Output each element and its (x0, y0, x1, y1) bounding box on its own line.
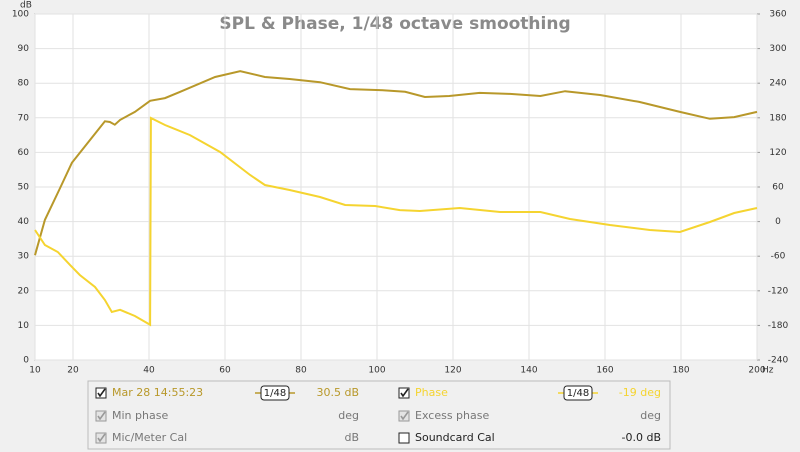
y-tick-label: 20 (18, 286, 30, 296)
x-tick-label: 20 (67, 366, 79, 376)
legend-reading: deg (640, 409, 661, 422)
legend-label: Min phase (112, 409, 168, 422)
checkbox[interactable] (95, 410, 107, 422)
x-tick-label: 10 (29, 366, 41, 376)
y2-tick-label: -240 (768, 356, 789, 366)
y2-tick-label: -120 (768, 286, 789, 296)
legend-reading: 30.5 dB (316, 386, 359, 399)
checkmark (97, 388, 106, 398)
x-tick-label: 180 (672, 366, 689, 376)
x-tick-label: 200 (748, 366, 765, 376)
y-tick-label: 70 (18, 113, 30, 123)
x-tick-label: 40 (143, 366, 155, 376)
checkbox[interactable] (398, 387, 410, 399)
y-tick-label: 80 (18, 79, 30, 89)
y-tick-label: 50 (18, 183, 30, 193)
y2-tick-label: 360 (769, 10, 786, 20)
y-tick-label: 10 (18, 321, 30, 331)
smoothing-badge[interactable] (563, 385, 593, 401)
legend-label: Excess phase (415, 409, 489, 422)
series-line (34, 116, 758, 327)
legend-label: Phase (415, 386, 448, 399)
checkmark (400, 411, 409, 421)
smoothing-label: 1/48 (264, 388, 286, 399)
checkbox[interactable] (95, 387, 107, 399)
legend-label: Soundcard Cal (415, 431, 495, 444)
y2-tick-label: 300 (769, 44, 786, 54)
legend-reading: -0.0 dB (622, 431, 662, 444)
y-tick-label: 30 (18, 252, 30, 262)
chart-title: SPL & Phase, 1/48 octave smoothing (219, 14, 570, 34)
y-tick-label: 100 (12, 10, 29, 20)
x-tick-label: 60 (219, 366, 231, 376)
legend-reading: deg (338, 409, 359, 422)
y-tick-label: 60 (18, 148, 30, 158)
checkmark (97, 433, 106, 443)
legend-rows: Mar 28 14:55:23 1/48 30.5 dB Phase 1/48 -19 d… (95, 385, 662, 444)
y-tick-label: 40 (18, 217, 30, 227)
smoothing-label: 1/48 (567, 388, 589, 399)
x-tick-label: 80 (295, 366, 307, 376)
checkbox[interactable] (398, 432, 410, 444)
y-tick-label: 0 (23, 356, 29, 366)
x-tick-label: 120 (444, 366, 461, 376)
x-tick-label: 140 (520, 366, 537, 376)
legend-label: Mar 28 14:55:23 (112, 386, 203, 399)
x-tick-label: 100 (368, 366, 385, 376)
y2-tick-label: 180 (769, 113, 786, 123)
x-tick-label: 160 (596, 366, 613, 376)
checkbox[interactable] (95, 432, 107, 444)
legend-label: Mic/Meter Cal (112, 431, 187, 444)
legend-reading: dB (344, 431, 359, 444)
y2-tick-label: 120 (769, 148, 786, 158)
y2-tick-label: -60 (771, 252, 786, 262)
checkmark (97, 411, 106, 421)
legend-reading: -19 deg (619, 386, 661, 399)
y-axis-label: dB (20, 1, 32, 11)
x-axis-label: Hz (762, 366, 774, 376)
y2-tick-label: -180 (768, 321, 789, 331)
y-tick-label: 90 (18, 44, 30, 54)
smoothing-badge[interactable] (260, 385, 290, 401)
y2-tick-label: 0 (775, 217, 781, 227)
y2-tick-label: 60 (772, 183, 784, 193)
checkmark (400, 388, 409, 398)
series-line (34, 70, 758, 256)
y2-tick-label: 240 (769, 79, 786, 89)
checkbox[interactable] (398, 410, 410, 422)
